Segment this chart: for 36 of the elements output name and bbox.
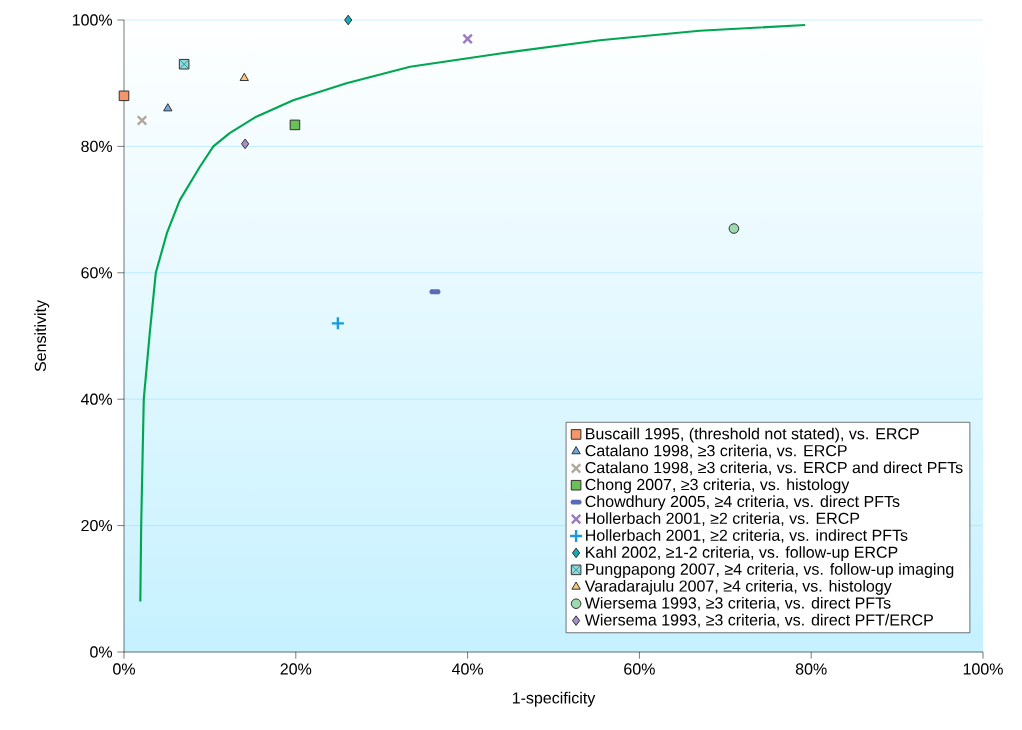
point <box>462 33 474 45</box>
x-tick-label: 0% <box>113 663 135 675</box>
point <box>118 90 130 102</box>
x-tick-label: 20% <box>280 663 312 675</box>
point <box>241 138 250 150</box>
point <box>239 72 249 81</box>
x-tick-label: 40% <box>451 663 484 675</box>
legend-label: Chowdhury 2005, ≥4 criteria, vs. direct PFTs <box>585 495 900 511</box>
legend-label: Wiersema 1993, ≥3 criteria, vs. direct PFT/ERCP <box>584 613 933 628</box>
y-axis-title: Sensitivity <box>34 300 50 372</box>
point <box>728 223 740 234</box>
y-tick-label: 60% <box>81 267 113 279</box>
legend-label: Buscaill 1995, (threshold not stated), vs. ERCP <box>586 427 919 443</box>
y-tick-label: 80% <box>81 140 113 153</box>
point <box>163 103 173 112</box>
point <box>330 316 346 331</box>
legend-label: Catalano 1998, ≥3 criteria, vs. ERCP <box>585 444 847 459</box>
point <box>344 14 353 26</box>
y-tick-label: 40% <box>80 393 113 405</box>
x-axis-title: 1-specificity <box>512 691 596 707</box>
legend-label: Wiersema 1993, ≥3 criteria, vs. direct PFTs <box>584 596 891 611</box>
legend-label: Chong 2007, ≥3 criteria, vs. histology <box>585 478 850 494</box>
x-tick-label: 100% <box>963 663 1003 675</box>
legend-label: Varadarajulu 2007, ≥4 criteria, vs. histology <box>584 579 892 595</box>
x-tick-label: 60% <box>624 663 655 675</box>
y-tick-label: 100% <box>72 14 113 26</box>
x-tick-label: 80% <box>795 663 827 675</box>
legend-label: Hollerbach 2001, ≥2 criteria, vs. indirect PFTs <box>586 529 908 543</box>
legend-label: Hollerbach 2001, ≥2 criteria, vs. ERCP <box>586 512 860 526</box>
point <box>136 115 148 126</box>
legend-label: Pungpapong 2007, ≥4 criteria, vs. follow-up imaging <box>586 563 954 578</box>
point <box>289 119 301 131</box>
legend-label: Kahl 2002, ≥1-2 criteria, vs. follow-up ERCP <box>586 546 898 562</box>
y-tick-label: 0% <box>90 646 113 658</box>
y-tick-label: 20% <box>81 519 113 532</box>
legend-label: Catalano 1998, ≥3 criteria, vs. ERCP and direct PFTs <box>585 461 963 476</box>
